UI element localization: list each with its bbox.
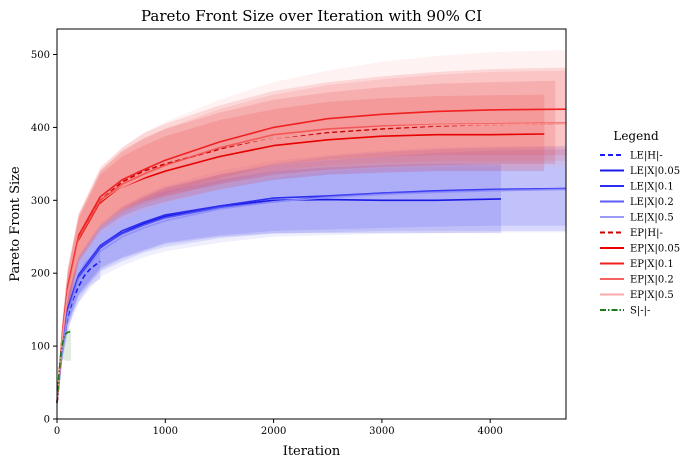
x-axis-ticks: 0 1000 2000 3000 4000 — [54, 419, 503, 437]
legend-label-ep-x-0-2: EP|X|0.2 — [630, 275, 674, 286]
x-tick-label: 0 — [54, 426, 60, 437]
ci-band-le-x-0-05 — [57, 163, 501, 406]
legend-label-le-x-0-1: LE|X|0.1 — [630, 182, 674, 193]
ci-band-le-x-0-5 — [57, 145, 566, 406]
y-axis-ticks: 0 100 200 300 400 500 — [31, 50, 57, 426]
ci-band-ep-x-0-05 — [57, 94, 545, 406]
series-line-le-x-0-5 — [56, 188, 567, 404]
ci-band-s — [57, 329, 72, 406]
y-tick-label: 100 — [31, 342, 50, 353]
y-axis-label: Pareto Front Size — [8, 166, 23, 282]
y-tick-label: 200 — [31, 269, 50, 280]
series-lines — [56, 108, 567, 404]
x-tick-label: 3000 — [369, 426, 394, 437]
x-tick-label: 4000 — [477, 426, 502, 437]
y-tick-label: 0 — [44, 415, 50, 426]
ci-band-ep-x-0-1 — [57, 67, 566, 406]
legend-label-s: S|-|- — [630, 306, 650, 317]
chart-title: Pareto Front Size over Iteration with 90… — [141, 7, 482, 25]
ci-band-ep-h — [57, 80, 556, 406]
legend-label-ep-x-0-5: EP|X|0.5 — [630, 290, 674, 301]
series-line-s — [56, 330, 72, 404]
ci-band-ep-x-0-5 — [57, 50, 566, 406]
legend-label-le-x-0-05: LE|X|0.05 — [630, 166, 680, 177]
x-tick-label: 2000 — [261, 426, 286, 437]
legend-label-le-x-0-2: LE|X|0.2 — [630, 197, 674, 208]
y-tick-label: 300 — [31, 196, 50, 207]
y-tick-label: 400 — [31, 123, 50, 134]
legend-label-ep-h: EP|H|- — [630, 228, 663, 239]
series-line-ep-x-0-2 — [56, 122, 567, 404]
x-tick-label: 1000 — [153, 426, 178, 437]
legend-label-le-h: LE|H|- — [630, 151, 663, 162]
series-line-ep-x-0-5 — [56, 123, 567, 404]
plot-frame — [56, 28, 567, 420]
legend-label-le-x-0-5: LE|X|0.5 — [630, 213, 674, 224]
legend-title: Legend — [613, 129, 659, 143]
x-axis-label: Iteration — [283, 444, 341, 459]
legend: Legend LE|H|- LE|X|0.05 LE|X|0.1 LE|X|0.2 LE… — [600, 129, 680, 317]
y-tick-label: 500 — [31, 50, 50, 61]
legend-label-ep-x-0-1: EP|X|0.1 — [630, 259, 674, 270]
legend-label-ep-x-0-05: EP|X|0.05 — [630, 244, 680, 255]
